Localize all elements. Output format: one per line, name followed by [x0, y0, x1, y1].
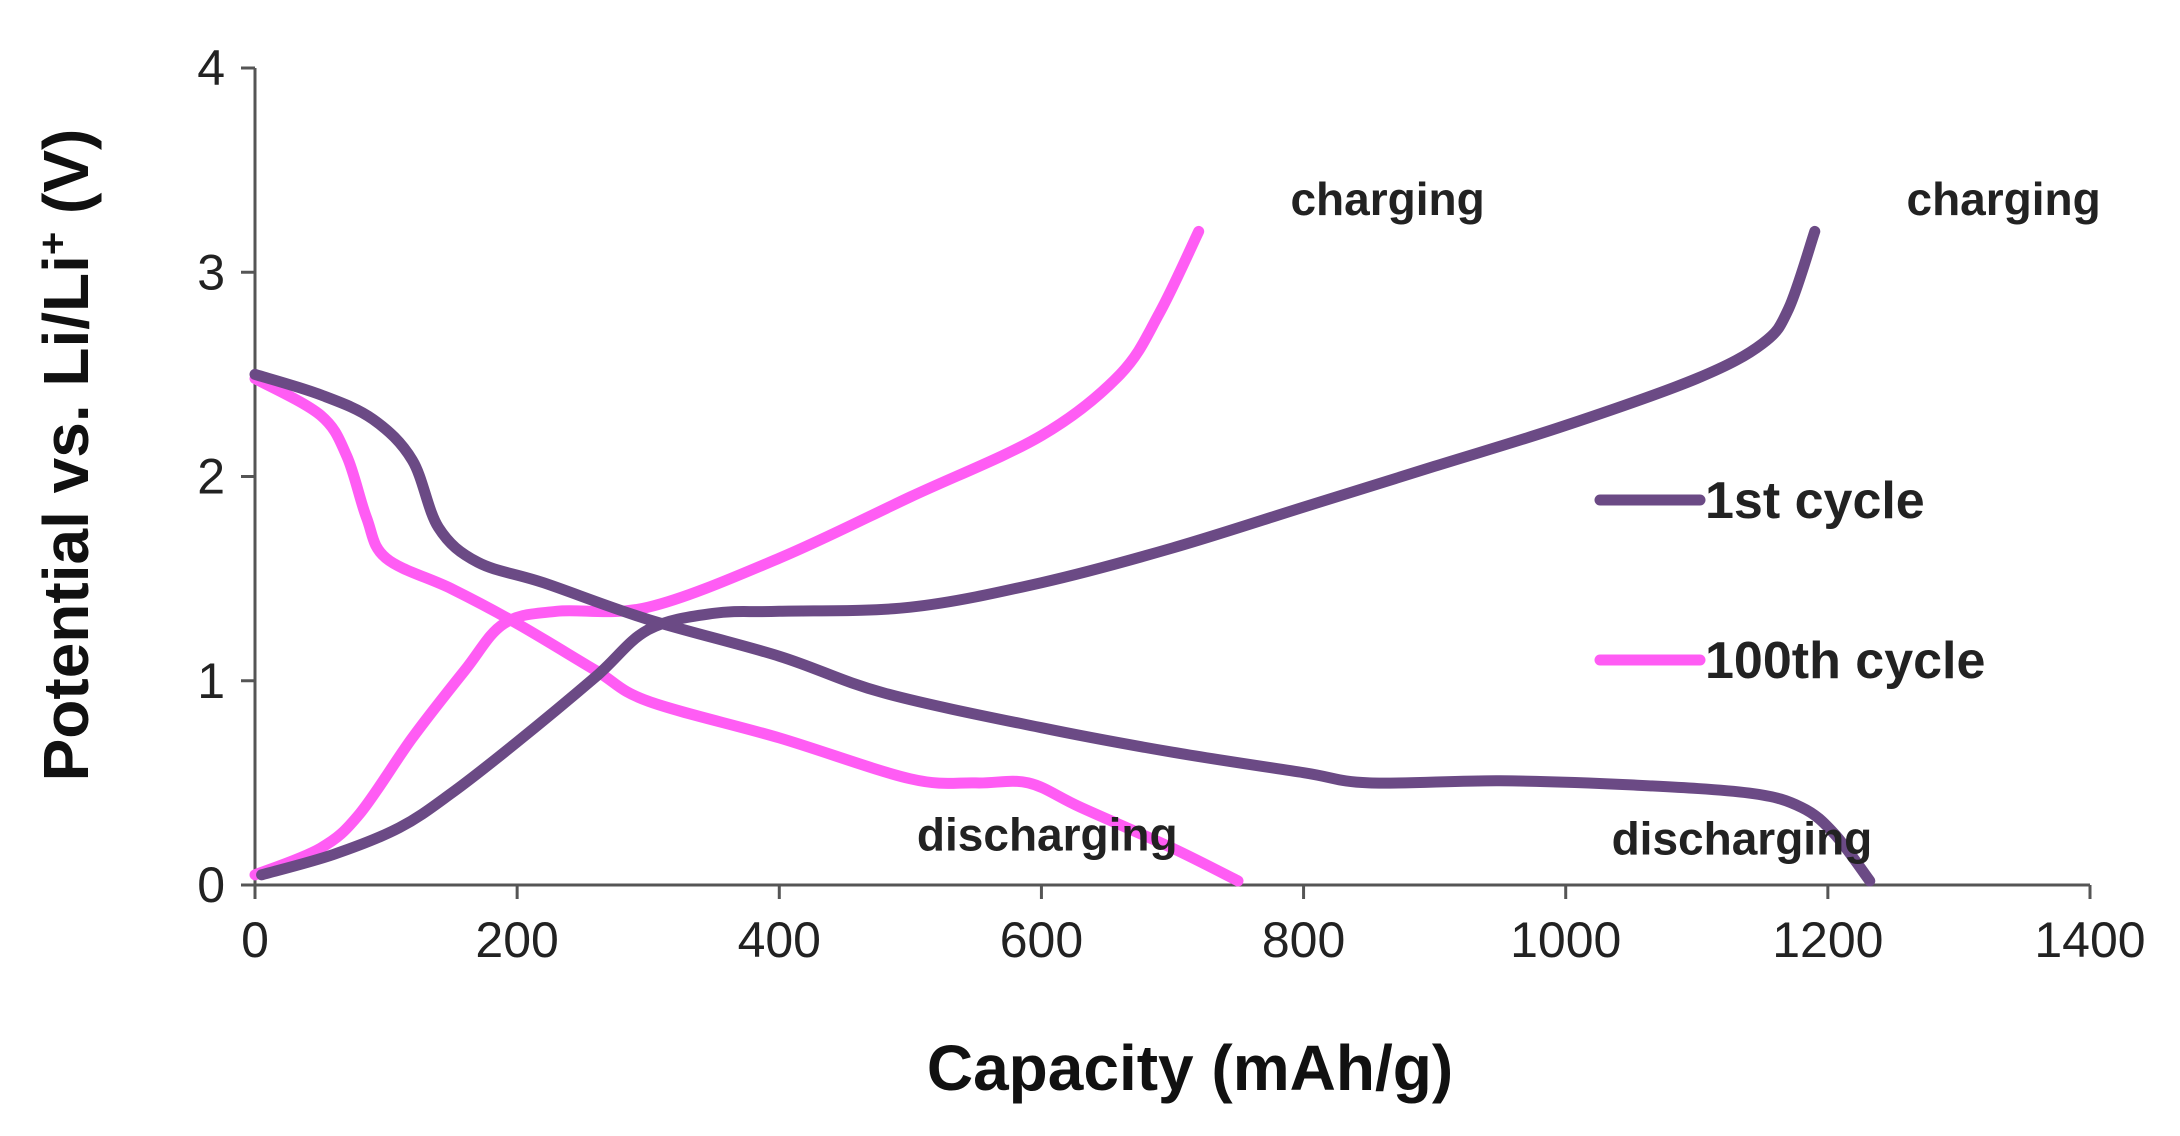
y-axis-title-unit: (V): [30, 129, 102, 232]
x-tick-label: 400: [738, 912, 821, 968]
annotation-charging: charging: [1907, 173, 2101, 225]
y-axis-title-superscript: +: [31, 232, 75, 255]
x-axis-title: Capacity (mAh/g): [927, 1032, 1453, 1104]
x-tick-label: 200: [475, 912, 558, 968]
annotation-discharging: discharging: [1612, 812, 1873, 864]
y-tick-label: 1: [197, 653, 225, 709]
x-tick-label: 0: [241, 912, 269, 968]
cycle-100-charge-line: [249, 225, 1205, 881]
legend-label-cycle-1: 1st cycle: [1705, 472, 1925, 530]
axes: 0 200 400 600 800 1000 1200 1400 0 1 2 3 4: [197, 40, 2145, 968]
annotation-charging: charging: [1290, 173, 1484, 225]
y-tick-label: 0: [197, 857, 225, 913]
x-tick-label: 1200: [1772, 912, 1883, 968]
plot-lines: [249, 225, 1876, 887]
x-tick-label: 600: [1000, 912, 1083, 968]
x-tick-label: 1400: [2034, 912, 2145, 968]
x-tick-label: 1000: [1510, 912, 1621, 968]
y-tick-label: 2: [197, 449, 225, 505]
legend-label-cycle-100: 100th cycle: [1705, 632, 1985, 690]
y-tick-label: 3: [197, 244, 225, 300]
legend: 1st cycle 100th cycle: [1594, 472, 1985, 690]
annotations: charging charging discharging discharging: [917, 173, 2101, 864]
y-tick-label: 4: [197, 40, 225, 96]
cycle-1-charge-line: [256, 225, 1821, 881]
x-tick-label: 800: [1262, 912, 1345, 968]
y-axis-title: Potential vs. Li/Li+ (V): [30, 129, 102, 782]
cycle-100-discharge-line: [249, 373, 1244, 887]
cycle-1-discharge-line: [249, 368, 1876, 887]
y-axis-title-main: Potential vs. Li/Li: [30, 255, 102, 781]
annotation-discharging: discharging: [917, 808, 1178, 860]
